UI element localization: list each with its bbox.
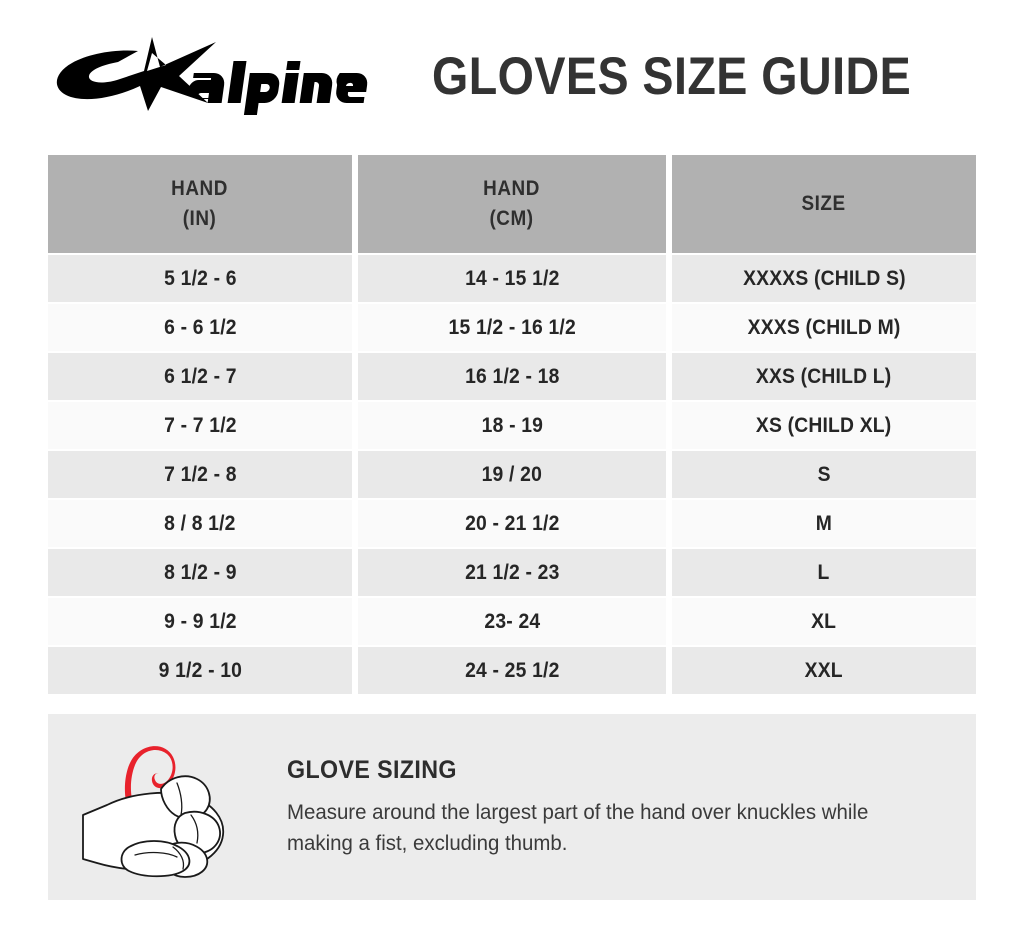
fist-measure-icon bbox=[82, 746, 225, 878]
column-header-hand-in: HAND (IN) bbox=[48, 155, 352, 253]
cell-hand-in: 6 - 6 1/2 bbox=[48, 304, 352, 351]
table-row: 8 / 8 1/2 20 - 21 1/2 M bbox=[48, 500, 976, 547]
cell-hand-cm-text: 18 - 19 bbox=[481, 413, 543, 437]
column-header-hand-in-line1: HAND bbox=[171, 177, 229, 201]
cell-hand-in-text: 6 1/2 - 7 bbox=[163, 364, 237, 388]
cell-hand-cm-text: 14 - 15 1/2 bbox=[464, 266, 560, 290]
cell-hand-in: 8 1/2 - 9 bbox=[48, 549, 352, 596]
cell-hand-in-text: 5 1/2 - 6 bbox=[163, 266, 237, 290]
cell-size: XXL bbox=[672, 647, 976, 694]
cell-size: S bbox=[672, 451, 976, 498]
cell-hand-in: 8 / 8 1/2 bbox=[48, 500, 352, 547]
table-row: 9 1/2 - 10 24 - 25 1/2 XXL bbox=[48, 647, 976, 694]
table-row: 6 - 6 1/2 15 1/2 - 16 1/2 XXXS (CHILD M) bbox=[48, 304, 976, 351]
cell-size: XS (CHILD XL) bbox=[672, 402, 976, 449]
cell-size-text: XXXXS (CHILD S) bbox=[742, 266, 906, 290]
cell-size-text: XL bbox=[811, 609, 837, 633]
panel-title: GLOVE SIZING bbox=[287, 755, 457, 784]
cell-hand-cm-text: 23- 24 bbox=[484, 609, 540, 633]
cell-hand-cm-text: 15 1/2 - 16 1/2 bbox=[448, 315, 576, 339]
table-row: 8 1/2 - 9 21 1/2 - 23 L bbox=[48, 549, 976, 596]
cell-hand-cm-text: 20 - 21 1/2 bbox=[464, 511, 560, 535]
cell-hand-cm-text: 24 - 25 1/2 bbox=[464, 658, 560, 682]
cell-size-text: XXXS (CHILD M) bbox=[747, 315, 901, 339]
cell-hand-cm: 19 / 20 bbox=[358, 451, 666, 498]
cell-hand-cm-text: 19 / 20 bbox=[481, 462, 543, 486]
panel-body-text: Measure around the largest part of the h… bbox=[287, 799, 869, 855]
column-header-size: SIZE bbox=[672, 155, 976, 253]
panel-text-block: GLOVE SIZING Measure around the largest … bbox=[287, 756, 967, 858]
cell-size: M bbox=[672, 500, 976, 547]
cell-hand-in-text: 6 - 6 1/2 bbox=[163, 315, 237, 339]
cell-size-text: M bbox=[815, 511, 833, 535]
table-row: 6 1/2 - 7 16 1/2 - 18 XXS (CHILD L) bbox=[48, 353, 976, 400]
column-header-hand-cm: HAND (CM) bbox=[358, 155, 666, 253]
column-header-hand-cm-line1: HAND bbox=[483, 177, 541, 201]
table-row: 5 1/2 - 6 14 - 15 1/2 XXXXS (CHILD S) bbox=[48, 255, 976, 302]
cell-size: XXXXS (CHILD S) bbox=[672, 255, 976, 302]
cell-hand-in-text: 9 - 9 1/2 bbox=[163, 609, 237, 633]
cell-hand-in-text: 7 - 7 1/2 bbox=[163, 413, 237, 437]
cell-hand-cm: 20 - 21 1/2 bbox=[358, 500, 666, 547]
cell-hand-in: 5 1/2 - 6 bbox=[48, 255, 352, 302]
alpinestars-logo bbox=[56, 37, 367, 115]
cell-hand-cm: 14 - 15 1/2 bbox=[358, 255, 666, 302]
table-row: 7 - 7 1/2 18 - 19 XS (CHILD XL) bbox=[48, 402, 976, 449]
cell-hand-cm: 18 - 19 bbox=[358, 402, 666, 449]
cell-hand-in-text: 7 1/2 - 8 bbox=[163, 462, 237, 486]
cell-hand-in: 7 1/2 - 8 bbox=[48, 451, 352, 498]
table-row: 7 1/2 - 8 19 / 20 S bbox=[48, 451, 976, 498]
cell-size-text: S bbox=[817, 462, 831, 486]
cell-hand-in-text: 8 / 8 1/2 bbox=[164, 511, 236, 535]
cell-size-text: XS (CHILD XL) bbox=[756, 413, 892, 437]
cell-size-text: XXL bbox=[804, 658, 844, 682]
cell-hand-in: 9 1/2 - 10 bbox=[48, 647, 352, 694]
cell-hand-cm-text: 16 1/2 - 18 bbox=[464, 364, 560, 388]
cell-size: XXXS (CHILD M) bbox=[672, 304, 976, 351]
column-header-hand-in-line2: (IN) bbox=[183, 207, 217, 230]
cell-size: XL bbox=[672, 598, 976, 645]
cell-hand-in: 9 - 9 1/2 bbox=[48, 598, 352, 645]
column-header-hand-cm-line2: (CM) bbox=[489, 207, 535, 230]
cell-hand-cm: 24 - 25 1/2 bbox=[358, 647, 666, 694]
cell-hand-in: 7 - 7 1/2 bbox=[48, 402, 352, 449]
size-table: HAND (IN) HAND (CM) SIZE 5 1/2 - 6 14 - … bbox=[48, 155, 976, 696]
glove-sizing-panel: GLOVE SIZING Measure around the largest … bbox=[48, 714, 976, 900]
cell-hand-cm: 16 1/2 - 18 bbox=[358, 353, 666, 400]
cell-hand-in: 6 1/2 - 7 bbox=[48, 353, 352, 400]
cell-hand-in-text: 9 1/2 - 10 bbox=[158, 658, 242, 682]
cell-hand-cm: 15 1/2 - 16 1/2 bbox=[358, 304, 666, 351]
cell-hand-cm: 21 1/2 - 23 bbox=[358, 549, 666, 596]
table-row: 9 - 9 1/2 23- 24 XL bbox=[48, 598, 976, 645]
column-header-size-line1: SIZE bbox=[801, 192, 847, 216]
cell-hand-cm-text: 21 1/2 - 23 bbox=[464, 560, 560, 584]
page-header: GLOVES SIZE GUIDE bbox=[0, 0, 1024, 150]
cell-hand-cm: 23- 24 bbox=[358, 598, 666, 645]
table-header-row: HAND (IN) HAND (CM) SIZE bbox=[48, 155, 976, 253]
cell-hand-in-text: 8 1/2 - 9 bbox=[163, 560, 237, 584]
cell-size-text: L bbox=[818, 560, 830, 584]
cell-size: XXS (CHILD L) bbox=[672, 353, 976, 400]
page-title: GLOVES SIZE GUIDE bbox=[431, 46, 911, 106]
cell-size: L bbox=[672, 549, 976, 596]
cell-size-text: XXS (CHILD L) bbox=[756, 364, 892, 388]
